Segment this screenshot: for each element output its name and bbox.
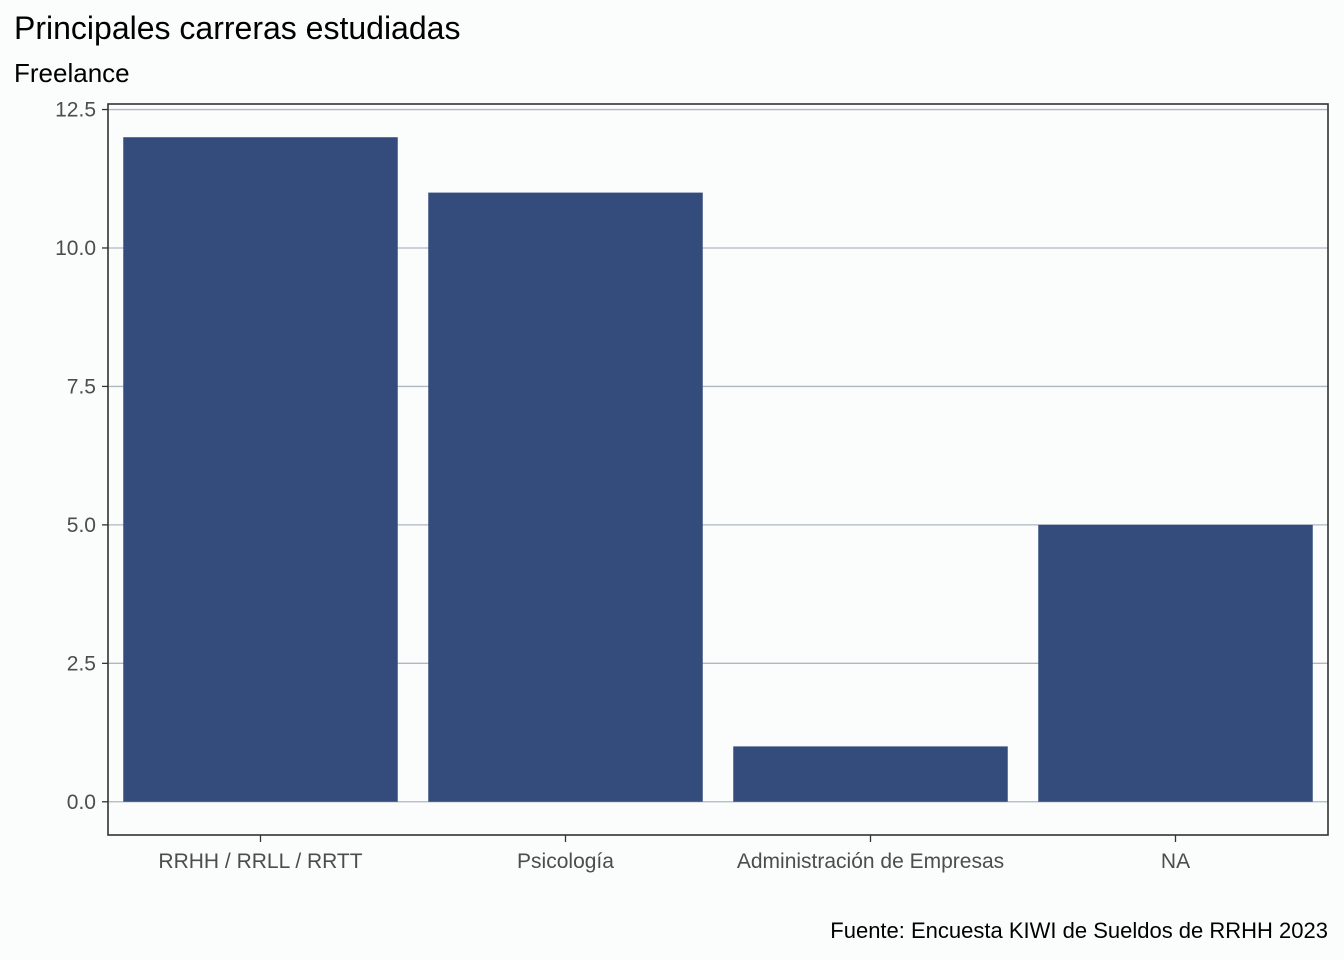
panel-border	[107, 103, 1329, 836]
y-tick-label: 7.5	[67, 375, 96, 398]
y-tick-label: 5.0	[67, 514, 96, 537]
bar	[733, 746, 1008, 802]
y-tick-label: 12.5	[55, 99, 96, 122]
chart-title: Principales carreras estudiadas	[14, 10, 461, 46]
y-axis: 0.0 2.5 5.0 7.5 10.0 12.5	[55, 99, 108, 814]
chart-subtitle: Freelance	[14, 58, 130, 88]
bars	[123, 137, 1313, 802]
y-tick-label: 10.0	[55, 237, 96, 260]
y-tick-label: 0.0	[67, 791, 96, 814]
bar	[123, 137, 398, 802]
x-tick-label: Psicología	[517, 850, 614, 873]
chart-caption: Fuente: Encuesta KIWI de Sueldos de RRHH…	[830, 918, 1328, 943]
x-tick-label: Administración de Empresas	[737, 850, 1004, 873]
x-axis: RRHH / RRLL / RRTT Psicología Administraci…	[158, 835, 1190, 873]
bar	[1038, 524, 1313, 802]
y-tick-label: 2.5	[67, 652, 96, 675]
x-tick-label: NA	[1161, 850, 1190, 873]
bar	[428, 192, 703, 802]
x-tick-label: RRHH / RRLL / RRTT	[158, 850, 362, 873]
